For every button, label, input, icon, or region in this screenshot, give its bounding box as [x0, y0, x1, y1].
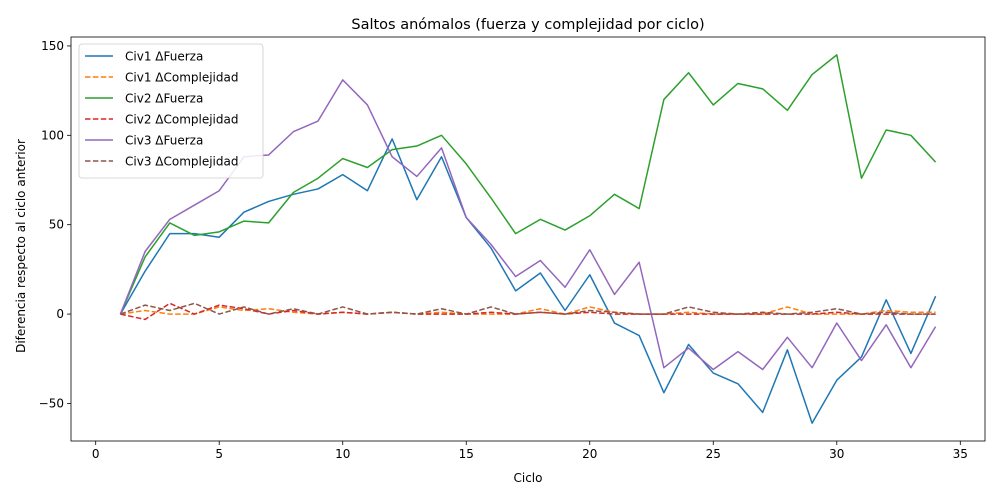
x-tick-label: 15 [459, 447, 474, 461]
y-tick-label: 0 [56, 307, 64, 321]
axes-frame [70, 36, 986, 442]
chart-title: Saltos anómalos (fuerza y complejidad po… [351, 17, 704, 33]
legend-label-1: Civ1 ΔFuerza [125, 50, 203, 64]
series-line-3 [119, 54, 937, 315]
series-line-2 [120, 306, 936, 315]
series-line-4 [120, 302, 936, 321]
legend-label-4: Civ2 ΔComplejidad [125, 113, 238, 127]
legend-label-3: Civ2 ΔFuerza [125, 92, 203, 106]
plot-area: 0 5 10 15 20 25 30 35 −50 0 50 100 150 [39, 36, 986, 461]
x-tick-label: 5 [215, 447, 223, 461]
y-tick-label: 150 [41, 39, 64, 53]
y-tick-label: 100 [41, 128, 64, 142]
x-tick-label: 30 [829, 447, 844, 461]
series-line-6 [120, 302, 936, 315]
legend: Civ1 ΔFuerza Civ1 ΔComplejidad Civ2 ΔFuerz… [78, 43, 264, 179]
legend-box [78, 43, 264, 179]
legend-label-5: Civ3 ΔFuerza [125, 134, 203, 148]
y-tick-label: −50 [39, 396, 64, 410]
x-tick-label: 35 [953, 447, 968, 461]
y-tick-label: 50 [49, 218, 64, 232]
x-tick-label: 0 [92, 447, 100, 461]
legend-label-2: Civ1 ΔComplejidad [125, 71, 238, 85]
series-line-1 [119, 138, 937, 424]
x-tick-label: 25 [706, 447, 721, 461]
x-axis-label: Ciclo [514, 471, 543, 485]
legend-label-6: Civ3 ΔComplejidad [125, 155, 238, 169]
x-tick-label: 10 [335, 447, 350, 461]
x-tick-label: 20 [582, 447, 597, 461]
y-axis-label: Diferencia respecto al ciclo anterior [14, 139, 28, 353]
